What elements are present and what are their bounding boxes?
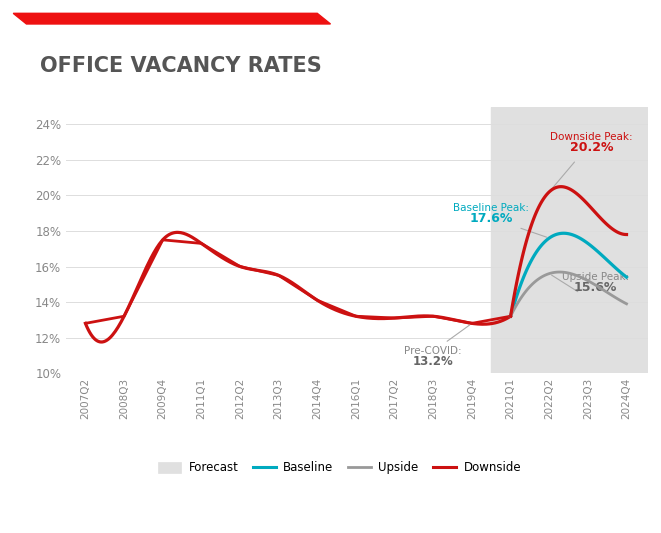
Text: Upside Peak:: Upside Peak: bbox=[562, 272, 629, 282]
Text: Baseline Peak:: Baseline Peak: bbox=[453, 203, 529, 213]
Legend: Forecast, Baseline, Upside, Downside: Forecast, Baseline, Upside, Downside bbox=[153, 457, 526, 479]
Text: 17.6%: 17.6% bbox=[469, 212, 513, 225]
Text: Downside Peak:: Downside Peak: bbox=[551, 132, 633, 142]
Text: 13.2%: 13.2% bbox=[413, 356, 453, 368]
Bar bbox=[491, 107, 648, 373]
Text: OFFICE VACANCY RATES: OFFICE VACANCY RATES bbox=[40, 56, 321, 76]
Text: 20.2%: 20.2% bbox=[570, 141, 613, 154]
Text: 15.6%: 15.6% bbox=[574, 281, 617, 294]
Text: Pre-COVID:: Pre-COVID: bbox=[405, 345, 462, 356]
